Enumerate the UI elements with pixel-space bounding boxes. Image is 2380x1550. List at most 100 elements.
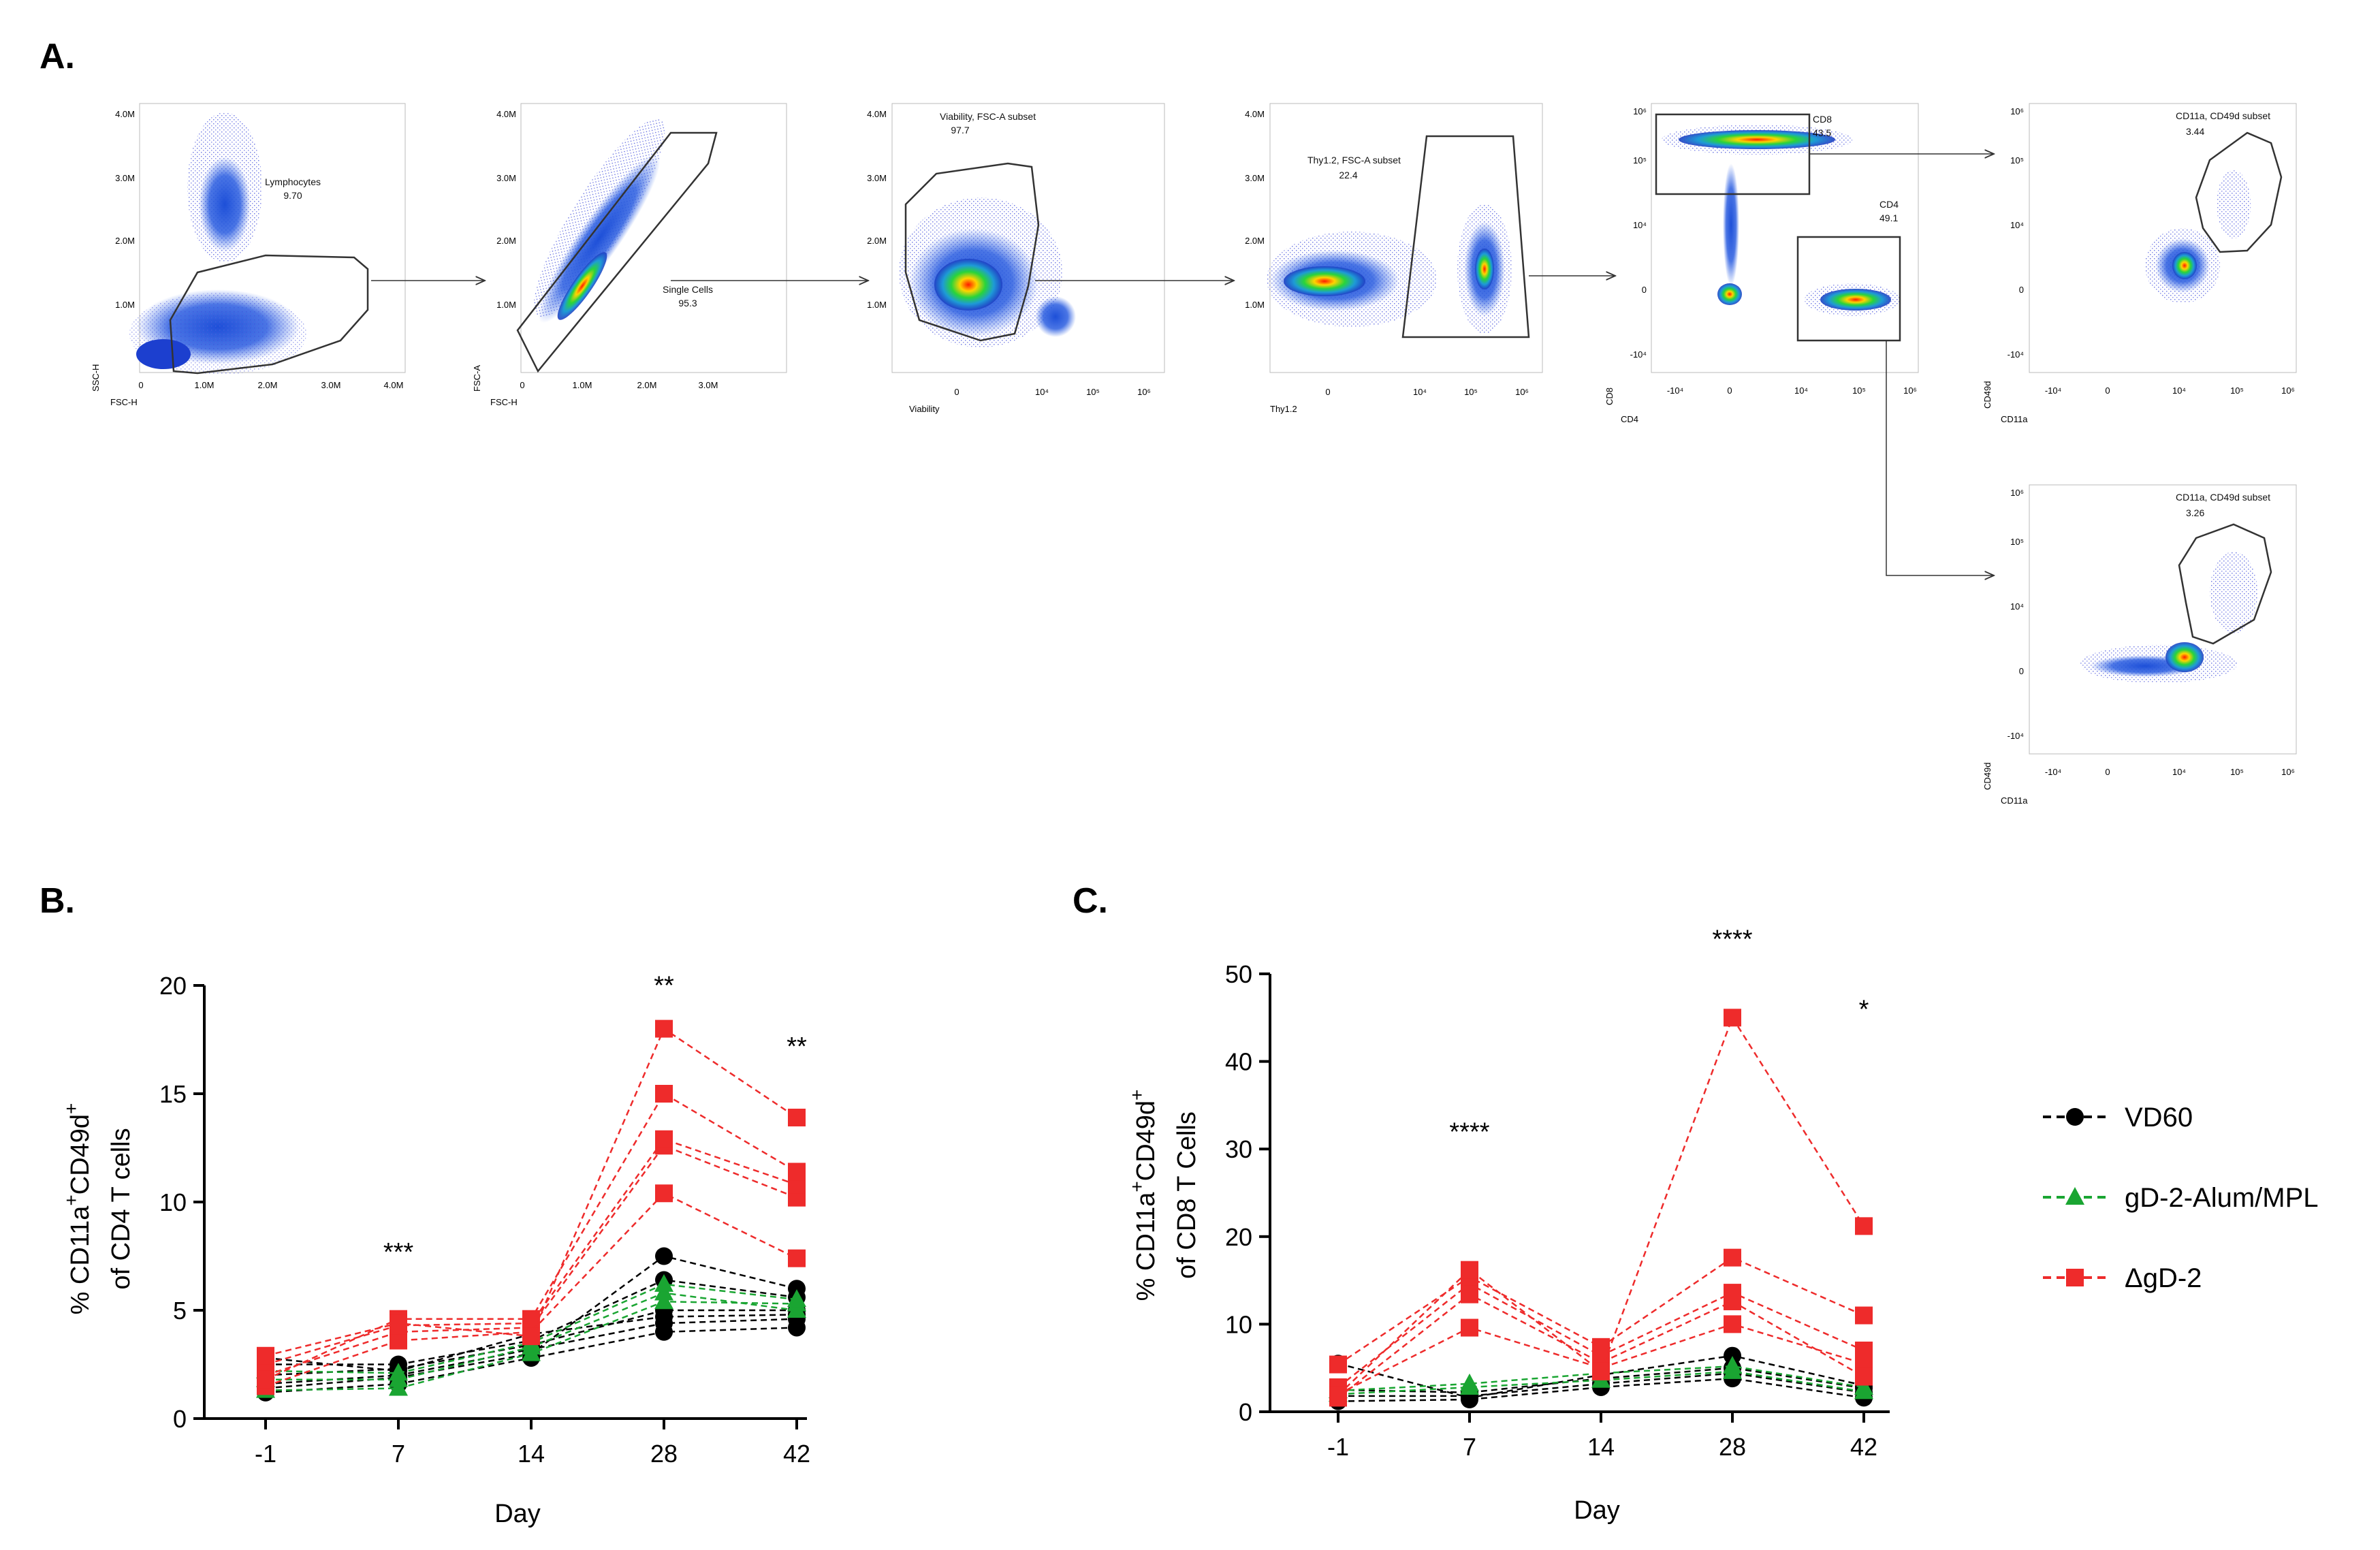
y-tick: -10⁴ bbox=[1630, 349, 1647, 360]
data-point bbox=[1724, 1248, 1741, 1267]
y-tick: 10⁴ bbox=[2010, 601, 2024, 612]
x-tick-label: 14 bbox=[1587, 1433, 1615, 1461]
x-tick: 10⁶ bbox=[2281, 385, 2295, 396]
y-tick: 4.0M bbox=[496, 109, 516, 119]
legend-item: gD-2-Alum/MPL bbox=[2043, 1183, 2319, 1213]
gate-name: Lymphocytes bbox=[265, 176, 321, 187]
chart-b-significance: ******* bbox=[383, 972, 807, 1267]
data-point bbox=[390, 1314, 407, 1333]
x-axis-label: FSC-H bbox=[110, 397, 138, 407]
data-point bbox=[1854, 1376, 1873, 1395]
x-tick: 0 bbox=[138, 380, 143, 390]
x-ticks: 0 10⁴ 10⁵ 10⁶ bbox=[954, 387, 1151, 397]
x-ticks: 0 1.0M 2.0M 3.0M bbox=[520, 380, 718, 390]
cell-density-cd8-subset bbox=[2145, 170, 2251, 303]
significance-label: * bbox=[1859, 995, 1869, 1024]
significance-label: **** bbox=[1712, 925, 1752, 953]
panel-label-b: B. bbox=[39, 881, 75, 921]
data-point bbox=[787, 1300, 806, 1318]
flow-plot-thy12: Thy1.2, FSC-A subset 22.4 Thy1.2 0 10⁴ 1… bbox=[1245, 103, 1543, 414]
y-axis-label: CD49d bbox=[1982, 763, 1993, 790]
cell-density-cd4-cd8 bbox=[1662, 125, 1900, 316]
cell-density-cd4-subset bbox=[2080, 552, 2257, 683]
y-tick: 4.0M bbox=[867, 109, 887, 119]
x-tick: 0 bbox=[1325, 387, 1330, 397]
x-tick: -10⁴ bbox=[2045, 385, 2061, 396]
x-tick-label: 42 bbox=[1850, 1433, 1877, 1461]
x-tick: 10⁴ bbox=[1794, 385, 1808, 396]
data-point bbox=[389, 1363, 408, 1381]
y-tick-label: 40 bbox=[1225, 1048, 1252, 1076]
x-tick: 10⁶ bbox=[2281, 767, 2295, 777]
data-point bbox=[257, 1346, 274, 1365]
y-tick: 0 bbox=[2019, 666, 2024, 676]
data-point bbox=[655, 1130, 673, 1148]
x-tick: 10⁵ bbox=[2230, 767, 2244, 777]
y-ticks: 10⁶ 10⁵ 10⁴ 0 -10⁴ bbox=[2008, 106, 2024, 360]
chart-b-ylabel: % CD11a+CD49d+ of CD4 T cells bbox=[61, 1103, 136, 1315]
y-tick: 10⁴ bbox=[2010, 220, 2024, 230]
svg-text:% CD11a+CD49d+: % CD11a+CD49d+ bbox=[1126, 1090, 1160, 1301]
x-tick: 10⁵ bbox=[1086, 387, 1100, 397]
chart-c-ylabel: % CD11a+CD49d+ of CD8 T Cells bbox=[1126, 1090, 1201, 1301]
x-tick: 3.0M bbox=[321, 380, 341, 390]
y-tick: 10⁶ bbox=[1633, 106, 1647, 116]
data-point bbox=[1461, 1318, 1478, 1337]
x-tick: 0 bbox=[1727, 385, 1732, 396]
y-tick: 10⁵ bbox=[1633, 155, 1647, 165]
gate-outline bbox=[2195, 131, 2283, 253]
x-tick: 0 bbox=[2105, 385, 2110, 396]
x-axis-label: Viability bbox=[909, 404, 940, 414]
x-tick: 1.0M bbox=[573, 380, 592, 390]
significance-label: ** bbox=[654, 972, 674, 1000]
legend-label: ΔgD-2 bbox=[2125, 1263, 2202, 1293]
x-tick: -10⁴ bbox=[1667, 385, 1683, 396]
y-tick: 2.0M bbox=[1245, 236, 1265, 246]
y-axis-label: CD8 bbox=[1604, 388, 1615, 405]
svg-text:% CD11a+CD49d+: % CD11a+CD49d+ bbox=[61, 1103, 95, 1315]
x-ticks: -10⁴ 0 10⁴ 10⁵ 10⁶ bbox=[2045, 767, 2295, 777]
y-tick: 3.0M bbox=[1245, 173, 1265, 183]
data-point bbox=[1855, 1306, 1873, 1325]
significance-label: ** bbox=[787, 1032, 807, 1061]
series-path bbox=[265, 1144, 797, 1376]
y-tick: 4.0M bbox=[1245, 109, 1265, 119]
data-point bbox=[654, 1274, 673, 1292]
x-tick: 3.0M bbox=[699, 380, 718, 390]
y-tick: 10⁵ bbox=[2010, 537, 2024, 547]
flow-plot-cd8-subset: CD11a, CD49d subset 3.44 CD49d CD11a -10… bbox=[1982, 103, 2297, 424]
y-tick-label: 0 bbox=[173, 1405, 187, 1433]
x-tick-label: 14 bbox=[518, 1440, 545, 1468]
data-point bbox=[655, 1308, 673, 1326]
data-point bbox=[655, 1184, 673, 1203]
x-tick-label: 28 bbox=[1719, 1433, 1746, 1461]
y-tick: 2.0M bbox=[115, 236, 135, 246]
gate-value: 3.26 bbox=[2186, 507, 2204, 518]
data-point bbox=[787, 1289, 806, 1308]
y-tick: 2.0M bbox=[867, 236, 887, 246]
series-line bbox=[1329, 1009, 1873, 1404]
y-tick-label: 10 bbox=[1225, 1310, 1252, 1338]
gate-value: 95.3 bbox=[678, 298, 697, 309]
x-ticks: -10⁴ 0 10⁴ 10⁵ 10⁶ bbox=[1667, 385, 1917, 396]
x-tick: 10⁴ bbox=[1413, 387, 1427, 397]
y-tick: -10⁴ bbox=[2008, 731, 2024, 741]
gate-name: CD11a, CD49d subset bbox=[2176, 110, 2270, 121]
y-tick-label: 0 bbox=[1239, 1398, 1252, 1426]
gate-outline bbox=[904, 162, 1040, 342]
ylabel-part: CD49d bbox=[66, 1114, 95, 1195]
y-tick-label: 50 bbox=[1225, 960, 1252, 988]
series-path bbox=[1337, 1365, 1865, 1392]
x-tick: 10⁶ bbox=[1903, 385, 1917, 396]
y-ticks: 4.0M 3.0M 2.0M 1.0M bbox=[115, 109, 135, 310]
series-path bbox=[1337, 1367, 1865, 1393]
x-tick: 0 bbox=[954, 387, 959, 397]
series-path bbox=[1337, 1370, 1865, 1395]
gate-value: 43.5 bbox=[1813, 127, 1831, 138]
series-line bbox=[257, 1019, 806, 1365]
y-tick: 10⁵ bbox=[2010, 155, 2024, 165]
y-tick: 3.0M bbox=[867, 173, 887, 183]
ylabel-part: % CD11a bbox=[1132, 1192, 1160, 1301]
x-axis-label: CD11a bbox=[2001, 795, 2028, 806]
